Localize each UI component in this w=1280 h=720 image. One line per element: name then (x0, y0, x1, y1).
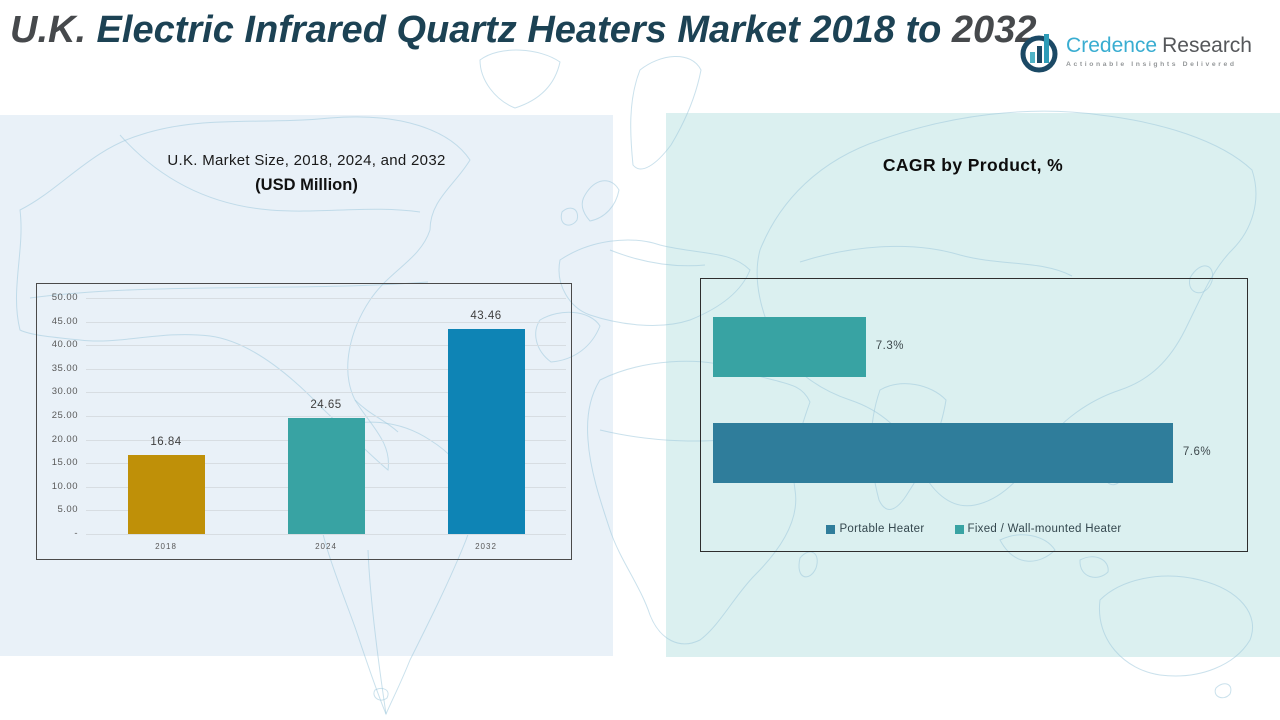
bar-portable-heater (713, 423, 1173, 483)
bar-2018 (127, 454, 205, 534)
logo-text: Credence Research Actionable Insights Del… (1066, 28, 1252, 68)
y-axis-tick-label: 40.00 (51, 339, 78, 351)
y-axis-tick-label: 50.00 (51, 292, 78, 303)
bar-2032 (447, 328, 525, 534)
bar-2024 (287, 417, 365, 534)
right-chart-title: CAGR by Product, % (882, 155, 1064, 175)
logo-tagline: Actionable Insights Delivered (1066, 61, 1237, 68)
legend-item: Fixed / Wall-mounted Heater (954, 523, 1122, 535)
y-axis-tick-label: 35.00 (51, 362, 78, 374)
left-chart-title: U.K. Market Size, 2018, 2024, and 2032 (167, 152, 446, 169)
bar-value-label: 16.84 (150, 435, 182, 448)
x-axis-category-label: 2024 (315, 542, 337, 551)
bar-fixed-wall-mounted-heater (713, 317, 866, 377)
legend-label: Portable Heater (839, 523, 925, 535)
bar-value-label: 7.6% (1182, 446, 1212, 458)
y-axis-tick-label: 10.00 (51, 480, 78, 492)
x-axis-category-label: 2018 (155, 542, 177, 551)
page-title: U.K. Electric Infrared Quartz Heaters Ma… (10, 6, 1055, 55)
y-axis-tick-label: 30.00 (51, 386, 78, 398)
legend-swatch-icon (954, 524, 964, 534)
credence-research-logo: Credence Research Actionable Insights Del… (1018, 28, 1252, 74)
legend-label: Fixed / Wall-mounted Heater (967, 523, 1122, 535)
page-title-prefix: U.K. (10, 9, 86, 51)
left-chart-subtitle: (USD Million) (255, 176, 358, 194)
legend: Portable Heater Fixed / Wall-mounted Heat… (701, 523, 1247, 535)
legend-swatch-icon (826, 524, 836, 534)
y-axis-tick-label: 45.00 (51, 315, 78, 327)
gridline (86, 534, 566, 535)
logo-name-secondary: Research (1162, 34, 1252, 57)
cagr-horizontal-bar-chart: 7.3% 7.6% Portable Heater Fixed / Wall-moun… (700, 278, 1248, 552)
bar-value-label: 24.65 (310, 398, 342, 411)
bar-chart-circle-icon (1020, 34, 1058, 73)
y-axis-tick-label: 20.00 (51, 433, 78, 445)
y-axis-tick-label: - (74, 528, 78, 539)
y-axis-tick-label: 5.00 (57, 504, 78, 516)
logo-name: Credence Research (1066, 34, 1252, 58)
market-size-column-chart: 50.00 45.00 40.00 35.00 30.00 25.00 20.00 15.00… (36, 283, 572, 560)
logo-name-primary: Credence (1066, 34, 1158, 57)
legend-item: Portable Heater (826, 523, 924, 535)
y-axis-tick-label: 25.00 (51, 410, 78, 421)
bar-value-label: 7.3% (875, 340, 904, 352)
page-title-suffix: 2032 (951, 9, 1037, 51)
y-axis-tick-label: 15.00 (51, 457, 78, 469)
x-axis-category-label: 2032 (475, 542, 497, 551)
bar-value-label: 43.46 (470, 309, 502, 322)
gridline (86, 298, 566, 299)
page-title-middle: Electric Infrared Quartz Heaters Market … (86, 9, 952, 51)
